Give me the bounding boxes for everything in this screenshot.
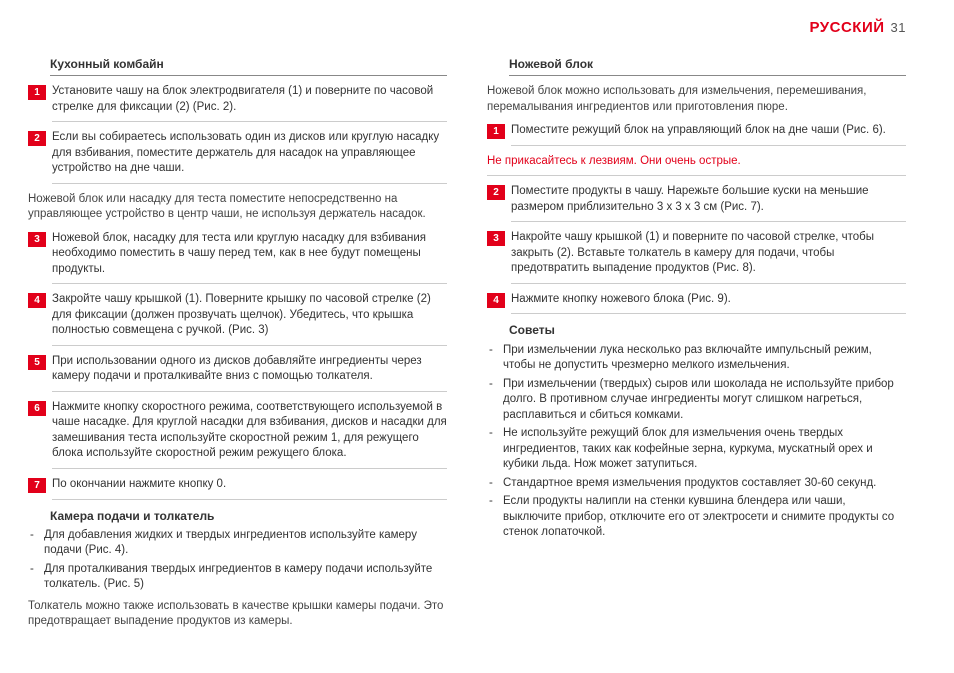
- bullet-text: Стандартное время измельчения продуктов …: [503, 476, 906, 492]
- step: 2 Если вы собираетесь использовать один …: [28, 130, 447, 184]
- step: 4 Нажмите кнопку ножевого блока (Рис. 9)…: [487, 292, 906, 315]
- bullet-dash: -: [28, 528, 44, 559]
- step: 7 По окончании нажмите кнопку 0.: [28, 477, 447, 500]
- step-number: 3: [28, 232, 46, 247]
- note-text: Ножевой блок можно использовать для изме…: [487, 84, 906, 115]
- subsection-title-feeder: Камера подачи и толкатель: [50, 508, 447, 524]
- step-text: Ножевой блок, насадку для теста или круг…: [52, 231, 447, 285]
- bullet-text: Для добавления жидких и твердых ингредие…: [44, 528, 447, 559]
- step: 6 Нажмите кнопку скоростного режима, соо…: [28, 400, 447, 469]
- left-column: Кухонный комбайн 1 Установите чашу на бл…: [28, 56, 447, 638]
- step-text: Закройте чашу крышкой (1). Поверните кры…: [52, 292, 447, 346]
- warning-text: Не прикасайтесь к лезвиям. Они очень ост…: [487, 154, 906, 177]
- step-number: 2: [28, 131, 46, 146]
- subsection-title-tips: Советы: [509, 322, 906, 338]
- step: 3 Накройте чашу крышкой (1) и поверните …: [487, 230, 906, 284]
- step-text: Нажмите кнопку скоростного режима, соотв…: [52, 400, 447, 469]
- step-number: 5: [28, 355, 46, 370]
- bullet-text: Если продукты налипли на стенки кувшина …: [503, 494, 906, 541]
- step-number: 2: [487, 185, 505, 200]
- columns: Кухонный комбайн 1 Установите чашу на бл…: [28, 56, 906, 638]
- step: 2 Поместите продукты в чашу. Нарежьте бо…: [487, 184, 906, 222]
- list-item: - Для проталкивания твердых ингредиентов…: [28, 562, 447, 593]
- step-number: 7: [28, 478, 46, 493]
- step-number: 1: [28, 85, 46, 100]
- step: 4 Закройте чашу крышкой (1). Поверните к…: [28, 292, 447, 346]
- step: 1 Поместите режущий блок на управляющий …: [487, 123, 906, 146]
- step-text: Нажмите кнопку ножевого блока (Рис. 9).: [511, 292, 906, 315]
- step-text: При использовании одного из дисков добав…: [52, 354, 447, 392]
- step-text: По окончании нажмите кнопку 0.: [52, 477, 447, 500]
- bullet-text: При измельчении (твердых) сыров или шоко…: [503, 377, 906, 424]
- page-header: РУССКИЙ 31: [810, 18, 907, 38]
- note-text: Толкатель можно также использовать в кач…: [28, 599, 447, 630]
- bullet-text: При измельчении лука несколько раз включ…: [503, 343, 906, 374]
- page: РУССКИЙ31 Кухонный комбайн 1 Установите …: [0, 0, 954, 673]
- page-number: 31: [891, 20, 906, 35]
- step-text: Поместите продукты в чашу. Нарежьте боль…: [511, 184, 906, 222]
- bullet-dash: -: [487, 343, 503, 374]
- section-title-blade: Ножевой блок: [509, 56, 906, 76]
- section-title-food-processor: Кухонный комбайн: [50, 56, 447, 76]
- step: 1 Установите чашу на блок электродвигате…: [28, 84, 447, 122]
- bullet-text: Для проталкивания твердых ингредиентов в…: [44, 562, 447, 593]
- right-column: Ножевой блок Ножевой блок можно использо…: [487, 56, 906, 638]
- header-title: РУССКИЙ: [810, 19, 885, 36]
- bullet-text: Не используйте режущий блок для измельче…: [503, 426, 906, 473]
- step-number: 4: [28, 293, 46, 308]
- bullet-dash: -: [487, 494, 503, 541]
- step-number: 3: [487, 231, 505, 246]
- list-item: - Для добавления жидких и твердых ингред…: [28, 528, 447, 559]
- step-text: Накройте чашу крышкой (1) и поверните по…: [511, 230, 906, 284]
- step-number: 6: [28, 401, 46, 416]
- step-text: Поместите режущий блок на управляющий бл…: [511, 123, 906, 146]
- list-item: - При измельчении (твердых) сыров или шо…: [487, 377, 906, 424]
- step: 5 При использовании одного из дисков доб…: [28, 354, 447, 392]
- bullet-dash: -: [487, 426, 503, 473]
- step-number: 4: [487, 293, 505, 308]
- step-text: Если вы собираетесь использовать один из…: [52, 130, 447, 184]
- bullet-dash: -: [487, 476, 503, 492]
- step-text: Установите чашу на блок электродвигателя…: [52, 84, 447, 122]
- bullet-dash: -: [487, 377, 503, 424]
- list-item: - Не используйте режущий блок для измель…: [487, 426, 906, 473]
- list-item: - Стандартное время измельчения продукто…: [487, 476, 906, 492]
- list-item: - Если продукты налипли на стенки кувшин…: [487, 494, 906, 541]
- step: 3 Ножевой блок, насадку для теста или кр…: [28, 231, 447, 285]
- bullet-dash: -: [28, 562, 44, 593]
- note-text: Ножевой блок или насадку для теста помес…: [28, 192, 447, 223]
- list-item: - При измельчении лука несколько раз вкл…: [487, 343, 906, 374]
- step-number: 1: [487, 124, 505, 139]
